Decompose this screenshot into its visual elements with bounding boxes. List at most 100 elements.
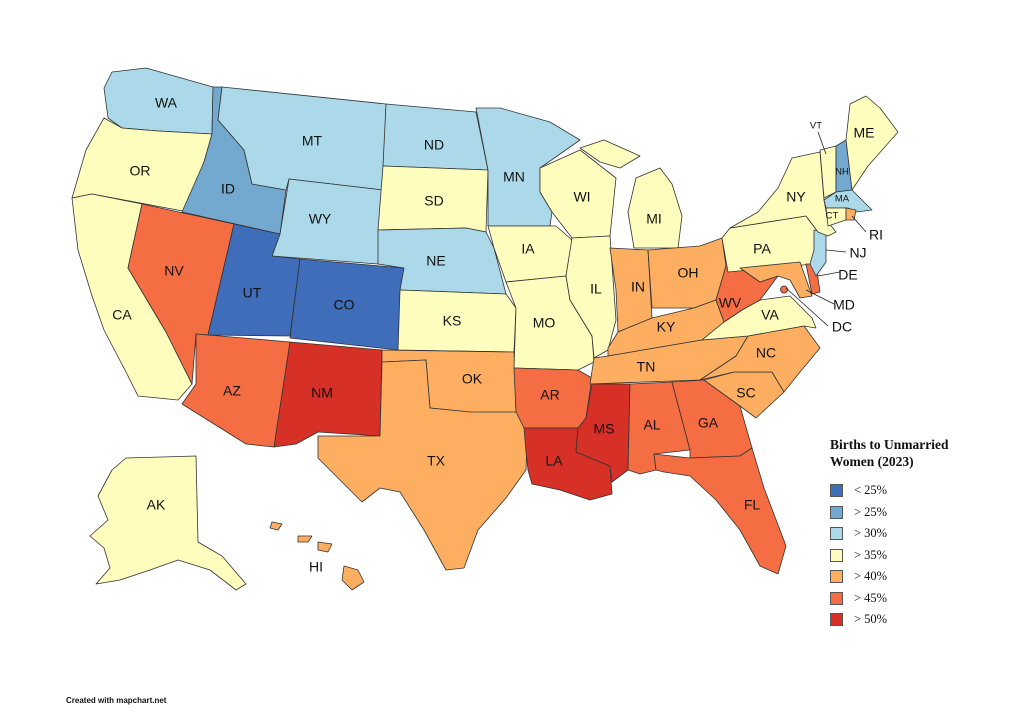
legend-item: > 35% <box>830 545 990 567</box>
legend-swatch <box>830 484 843 498</box>
label-nj: NJ <box>849 245 866 261</box>
label-ma: MA <box>835 194 850 205</box>
label-il: IL <box>590 281 602 297</box>
state-mi[interactable] <box>627 167 683 249</box>
legend-title: Births to Unmarried Women (2023) <box>830 436 990 470</box>
label-nh: NH <box>835 167 849 178</box>
label-sc: SC <box>736 385 755 401</box>
state-tx[interactable] <box>317 359 529 571</box>
label-az: AZ <box>223 383 241 399</box>
label-oh: OH <box>678 265 699 281</box>
legend-swatch <box>830 505 843 519</box>
label-ia: IA <box>521 241 535 257</box>
label-nv: NV <box>164 263 184 279</box>
label-tn: TN <box>637 359 656 375</box>
label-pa: PA <box>753 241 771 257</box>
label-nm: NM <box>311 385 333 401</box>
state-hi-2[interactable] <box>317 541 333 553</box>
legend-label: < 25% <box>854 483 888 498</box>
label-mt: MT <box>302 133 323 149</box>
label-ga: GA <box>698 415 719 431</box>
label-dc: DC <box>832 319 852 335</box>
legend-label: > 50% <box>854 612 888 627</box>
legend-label: > 45% <box>854 590 888 605</box>
label-me: ME <box>854 125 875 141</box>
label-mo: MO <box>533 315 556 331</box>
legend-swatch <box>830 527 843 541</box>
legend-swatch <box>830 591 843 605</box>
label-wi: WI <box>573 189 590 205</box>
state-ri[interactable] <box>845 207 857 221</box>
legend-item: > 25% <box>830 502 990 524</box>
label-ak: AK <box>147 497 166 513</box>
legend-item: > 40% <box>830 566 990 588</box>
legend-swatch <box>830 548 843 562</box>
legend-label: > 40% <box>854 569 888 584</box>
label-in: IN <box>631 279 645 295</box>
label-ne: NE <box>426 253 445 269</box>
label-wy: WY <box>309 211 332 227</box>
label-sd: SD <box>424 193 443 209</box>
legend-item: > 45% <box>830 588 990 610</box>
legend-label: > 30% <box>854 526 888 541</box>
state-mi-up[interactable] <box>579 139 641 169</box>
label-ok: OK <box>462 371 483 387</box>
label-ky: KY <box>657 319 676 335</box>
label-md: MD <box>833 297 855 313</box>
label-de: DE <box>838 267 857 283</box>
legend-items: < 25% > 25% > 30% > 35% > 40% > 45% > 50… <box>830 480 990 631</box>
legend: Births to Unmarried Women (2023) < 25% >… <box>830 436 990 631</box>
label-tx: TX <box>427 453 446 469</box>
label-vt: VT <box>810 121 822 132</box>
leader-de <box>817 271 841 277</box>
label-ut: UT <box>243 285 262 301</box>
label-ar: AR <box>540 387 559 403</box>
state-md[interactable] <box>739 261 813 299</box>
label-ks: KS <box>443 313 462 329</box>
legend-label: > 25% <box>854 504 888 519</box>
legend-item: < 25% <box>830 480 990 502</box>
state-hi-3[interactable] <box>297 535 313 543</box>
label-fl: FL <box>744 497 761 513</box>
label-ri: RI <box>869 227 883 243</box>
leader-vt <box>817 131 827 155</box>
state-dc[interactable] <box>780 285 788 294</box>
label-wv: WV <box>719 295 742 311</box>
label-mi: MI <box>646 211 662 227</box>
state-hi-1[interactable] <box>341 565 365 591</box>
state-nc[interactable] <box>699 325 821 393</box>
state-me[interactable] <box>845 95 899 191</box>
label-al: AL <box>643 417 660 433</box>
label-wa: WA <box>155 95 178 111</box>
label-ms: MS <box>594 421 615 437</box>
legend-item: > 30% <box>830 523 990 545</box>
label-mn: MN <box>503 169 525 185</box>
legend-swatch <box>830 613 843 627</box>
label-id: ID <box>221 181 235 197</box>
leader-ri <box>851 215 867 233</box>
label-ct: CT <box>826 211 839 222</box>
legend-label: > 35% <box>854 547 888 562</box>
label-or: OR <box>130 163 151 179</box>
legend-item: > 50% <box>830 609 990 631</box>
leader-dc <box>785 287 829 327</box>
leader-nj <box>825 249 847 253</box>
label-la: LA <box>545 453 563 469</box>
label-ca: CA <box>112 307 132 323</box>
label-nc: NC <box>756 345 776 361</box>
state-hi-4[interactable] <box>269 521 283 531</box>
label-nd: ND <box>424 137 444 153</box>
label-hi: HI <box>309 559 323 575</box>
label-ny: NY <box>786 189 806 205</box>
leader-md <box>805 289 835 305</box>
state-fl[interactable] <box>653 447 787 575</box>
legend-title-line1: Births to Unmarried <box>830 437 949 452</box>
state-ak[interactable] <box>89 455 247 591</box>
label-co: CO <box>334 297 355 313</box>
state-wy[interactable] <box>271 178 384 265</box>
credit-text: Created with mapchart.net <box>66 696 167 705</box>
legend-title-line2: Women (2023) <box>830 454 914 469</box>
label-va: VA <box>761 307 779 323</box>
legend-swatch <box>830 570 843 584</box>
